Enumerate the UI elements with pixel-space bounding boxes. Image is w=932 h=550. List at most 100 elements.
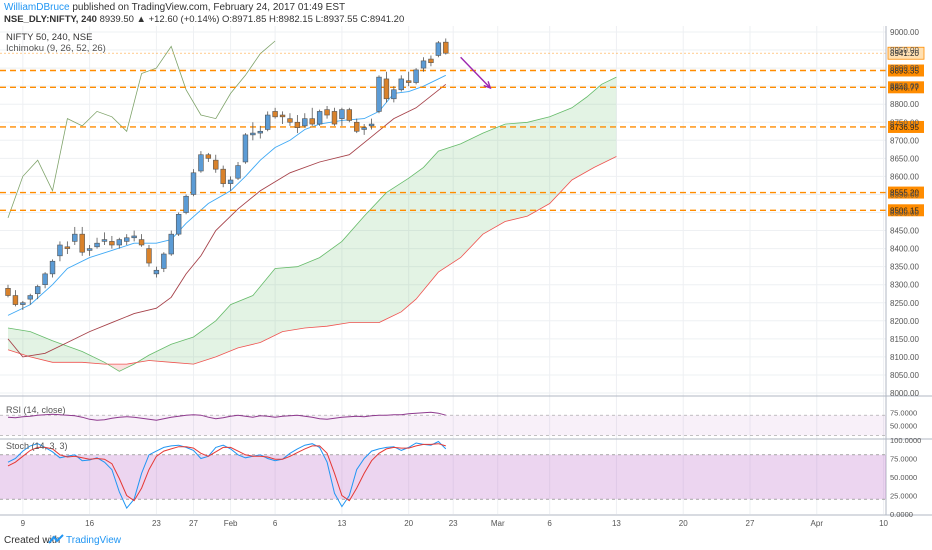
symbol-line: NSE_DLY:NIFTY, 240 8939.50 ▲ +12.60 (+0.…: [4, 14, 404, 25]
level-label: 8846.77: [890, 83, 919, 92]
x-tick-label: 23: [152, 519, 161, 528]
publish-line: WilliamDBruce published on TradingView.c…: [4, 2, 345, 13]
last-price-box: [887, 46, 925, 60]
chikou-line: [7, 40, 276, 219]
tradingview-logo-icon: [48, 534, 64, 544]
candle-bullish: [34, 286, 41, 295]
y-tick-label: 8750.00: [890, 118, 919, 127]
stoch-tick-label: 50.0000: [890, 473, 917, 482]
candle-bullish: [398, 78, 404, 91]
stoch-band: [0, 454, 886, 500]
x-tick-label: 6: [547, 519, 552, 528]
candle-bullish: [376, 76, 382, 112]
y-tick-label: 8400.00: [890, 245, 919, 254]
tradingview-brand[interactable]: TradingView: [66, 535, 122, 546]
x-tick-label: 10: [879, 519, 888, 528]
level-label: 8555.20: [890, 189, 919, 198]
candle-bullish: [175, 214, 182, 235]
y-tick-label: 8600.00: [890, 172, 919, 181]
y-tick-label: 8650.00: [890, 154, 919, 163]
rsi-band: [0, 415, 886, 436]
candle-bearish: [12, 295, 19, 305]
candle-bullish: [94, 242, 100, 248]
level-label-box: [888, 64, 924, 77]
stoch-tick-label: 0.0000: [890, 510, 913, 519]
candle-bearish: [213, 159, 219, 170]
x-tick-label: 23: [449, 519, 458, 528]
candle-bullish: [183, 195, 189, 213]
author-link[interactable]: WilliamDBruce: [4, 2, 70, 13]
y-tick-label: 8300.00: [890, 281, 919, 290]
y-tick-label: 8500.00: [890, 209, 919, 218]
published-text: published on TradingView.com, February 2…: [72, 2, 346, 13]
candle-bullish: [302, 118, 308, 127]
candle-bearish: [205, 154, 212, 159]
candle-bearish: [405, 80, 412, 83]
level-label: 8736.95: [890, 123, 919, 132]
candle-bullish: [250, 132, 256, 136]
candle-bullish: [57, 244, 63, 257]
y-tick-label: 8050.00: [890, 371, 919, 380]
level-label-box: [888, 81, 924, 94]
candle-bearish: [309, 118, 315, 125]
candle-bullish: [339, 109, 345, 119]
ohlc-values: O:8971.85 H:8982.15 L:8937.55 C:8941.20: [222, 14, 405, 25]
trend-arrow: [460, 56, 491, 89]
candle-bullish: [116, 239, 123, 246]
level-label-box: [888, 186, 924, 199]
stoch-d-line: [7, 443, 446, 502]
y-tick-label: 9000.00: [890, 28, 919, 37]
price-change: 8939.50 ▲ +12.60 (+0.14%): [99, 14, 220, 25]
level-label: 8506.15: [890, 206, 919, 215]
candle-bearish: [324, 109, 330, 116]
candle-bullish: [49, 260, 56, 275]
candle-bearish: [331, 111, 338, 125]
candle-bullish: [101, 239, 108, 242]
candle-bearish: [294, 121, 301, 128]
candle-bullish: [27, 295, 33, 300]
grid-lines: [0, 26, 886, 514]
y-tick-label: 8250.00: [890, 299, 919, 308]
candle-bullish: [368, 123, 375, 127]
candle-bullish: [161, 253, 167, 269]
chart-canvas[interactable]: 9 16 23 27 Feb 6 13 20 23 Mar 6 13 20 27 Apr 108893.358…: [0, 26, 932, 532]
level-label-box: [888, 120, 924, 133]
trend-arrow-head: [483, 81, 492, 90]
candle-bearish: [79, 233, 85, 253]
candle-bullish: [391, 89, 397, 100]
candle-bullish: [124, 237, 130, 242]
candle-bearish: [109, 241, 115, 246]
x-tick-label: 20: [679, 519, 688, 528]
candle-bearish: [287, 118, 293, 123]
y-tick-label: 8850.00: [890, 82, 919, 91]
oscillator-panes: [0, 26, 932, 516]
y-tick-label: 8800.00: [890, 100, 919, 109]
candlesticks: [5, 38, 449, 310]
x-tick-label: Feb: [224, 519, 238, 528]
x-tick-label: 20: [404, 519, 413, 528]
y-tick-label: 8550.00: [890, 190, 919, 199]
candle-bullish: [198, 154, 204, 172]
cloud-bullish: [134, 77, 617, 365]
candle-bullish: [242, 134, 249, 163]
candle-bullish: [420, 60, 427, 69]
horizontal-levels: [0, 52, 886, 211]
y-tick-label: 8700.00: [890, 136, 919, 145]
y-tick-label: 8900.00: [890, 64, 919, 73]
ichimoku-label: Ichimoku (9, 26, 52, 26): [6, 43, 106, 54]
stoch-label: Stoch (14, 3, 3): [6, 441, 68, 451]
x-tick-label: 27: [746, 519, 755, 528]
x-tick-label: 27: [189, 519, 198, 528]
candle-bearish: [383, 78, 390, 100]
level-label: 8893.35: [890, 67, 919, 76]
candle-bearish: [354, 121, 360, 132]
candle-bullish: [264, 114, 271, 130]
candle-bearish: [346, 109, 353, 121]
candle-bullish: [235, 165, 241, 179]
candle-bearish: [5, 288, 11, 296]
rsi-label: RSI (14, close): [6, 405, 66, 415]
main-chart-title: NIFTY 50, 240, NSE: [6, 32, 92, 43]
level-label-box: [888, 204, 924, 217]
candle-bullish: [20, 302, 26, 305]
y-tick-label: 8350.00: [890, 263, 919, 272]
